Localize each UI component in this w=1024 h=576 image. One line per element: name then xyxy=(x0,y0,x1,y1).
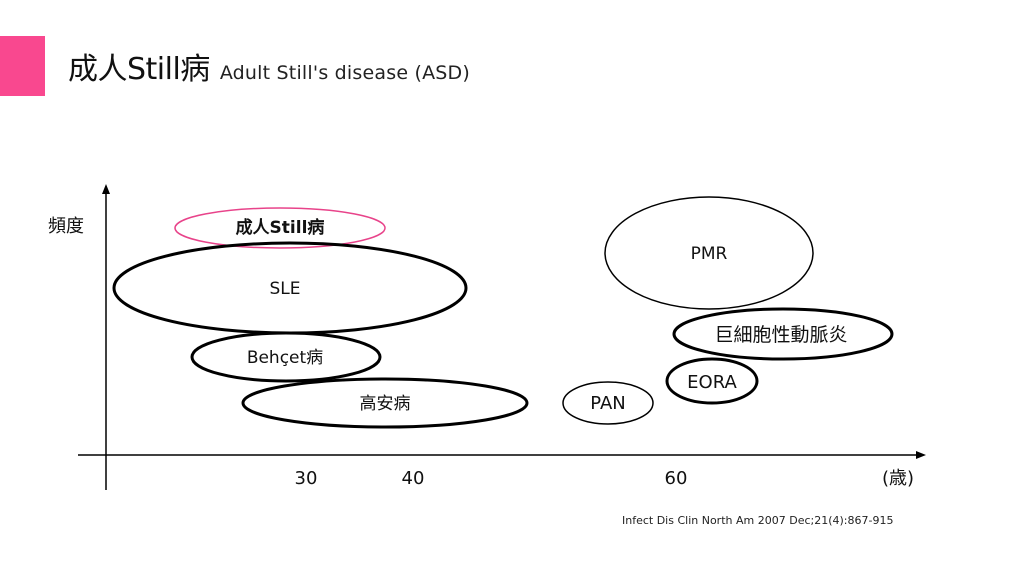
x-axis-unit: (歳) xyxy=(882,468,914,489)
pmr-label: PMR xyxy=(691,244,728,264)
asd-label: 成人Still病 xyxy=(236,217,325,238)
page-title: 成人Still病 Adult Still's disease (ASD) xyxy=(68,44,470,88)
x-tick-40: 40 xyxy=(402,468,425,489)
pan-ellipse xyxy=(562,381,654,425)
eora-label: EORA xyxy=(687,372,737,393)
takayasu-ellipse xyxy=(241,377,529,429)
y-axis-arrowhead xyxy=(102,184,110,194)
x-tick-60: 60 xyxy=(665,468,688,489)
behcet-label: Behçet病 xyxy=(247,348,323,368)
asd-ellipse xyxy=(174,207,386,249)
y-axis-label: 頻度 xyxy=(48,216,84,237)
takayasu-label: 高安病 xyxy=(360,394,411,414)
eora-ellipse xyxy=(665,357,759,405)
title-accent-bar xyxy=(0,36,45,96)
title-main: 成人Still病 xyxy=(68,52,210,87)
gca-ellipse xyxy=(672,307,894,361)
sle-label: SLE xyxy=(269,279,300,299)
behcet-ellipse xyxy=(190,331,382,383)
pmr-ellipse xyxy=(604,196,814,310)
x-axis-arrowhead xyxy=(916,451,926,459)
title-subtitle: Adult Still's disease (ASD) xyxy=(219,62,470,84)
gca-label: 巨細胞性動脈炎 xyxy=(714,324,847,346)
x-tick-30: 30 xyxy=(295,468,318,489)
pan-label: PAN xyxy=(590,393,625,414)
citation: Infect Dis Clin North Am 2007 Dec;21(4):… xyxy=(622,514,894,527)
